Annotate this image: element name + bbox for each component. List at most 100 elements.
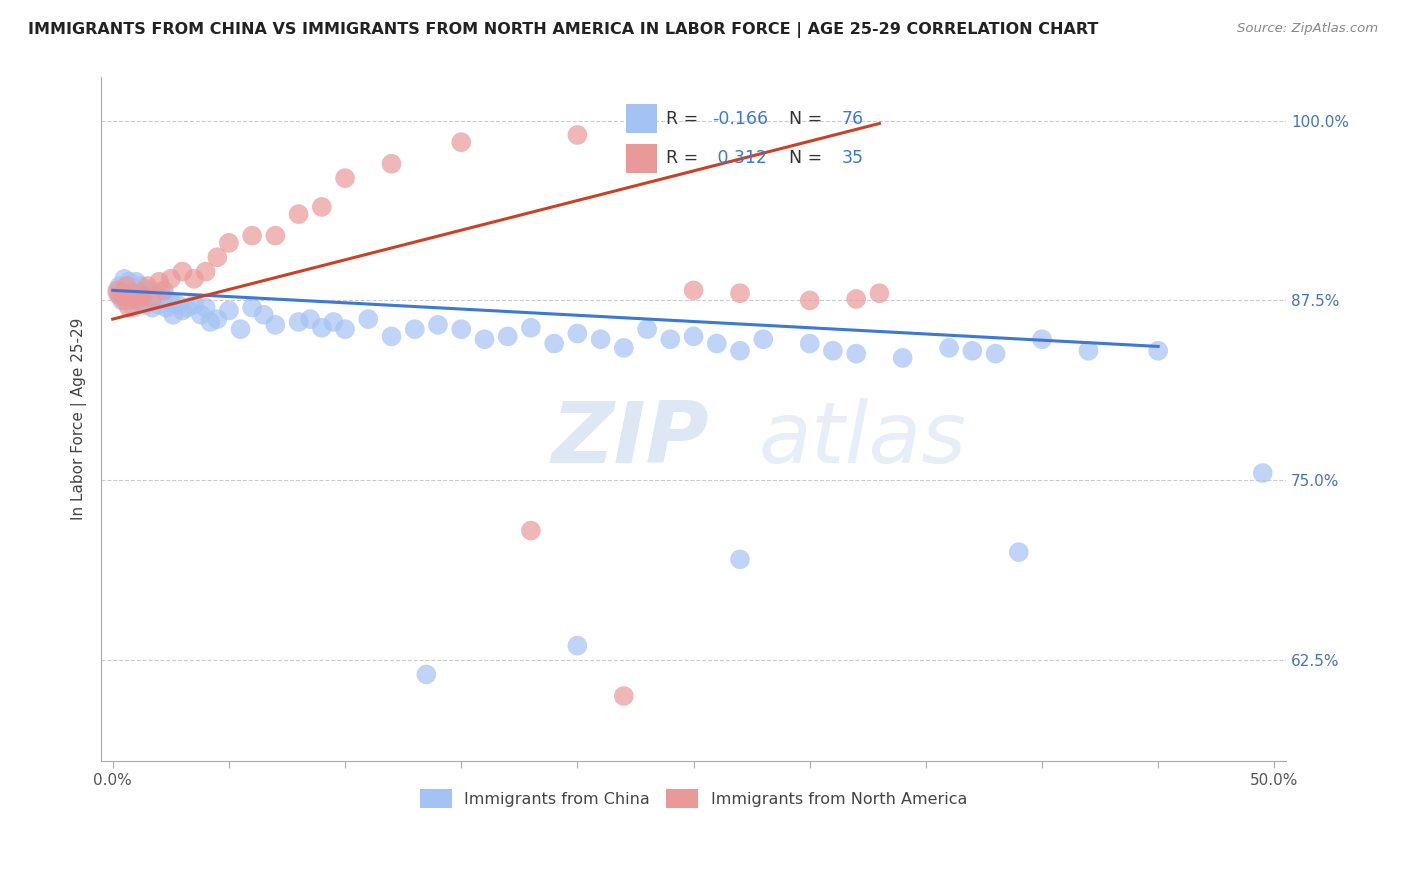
Point: [115, 279, 138, 293]
Point: [129, 279, 152, 293]
Point: [218, 303, 240, 318]
Point: [264, 318, 287, 332]
Point: [136, 283, 159, 297]
Point: [984, 346, 1007, 360]
Point: [141, 301, 163, 315]
Point: [311, 200, 333, 214]
Point: [1251, 466, 1274, 480]
Point: [183, 298, 205, 312]
Point: [155, 301, 177, 315]
Point: [134, 298, 156, 312]
Point: [105, 286, 128, 301]
Point: [240, 301, 263, 315]
Point: [194, 301, 217, 315]
Point: [380, 329, 402, 343]
Point: [172, 303, 194, 318]
Point: [120, 292, 142, 306]
Point: [450, 322, 472, 336]
Point: [127, 293, 149, 308]
Point: [496, 329, 519, 343]
Point: [938, 341, 960, 355]
Point: [682, 283, 704, 297]
Point: [299, 312, 322, 326]
Point: [111, 286, 134, 301]
Point: [108, 289, 131, 303]
Legend: Immigrants from China, Immigrants from North America: Immigrants from China, Immigrants from N…: [413, 783, 974, 814]
Point: [682, 329, 704, 343]
Point: [567, 326, 589, 341]
Point: [125, 289, 148, 303]
Point: [240, 228, 263, 243]
Point: [728, 343, 751, 358]
Point: [112, 293, 135, 308]
Point: [589, 332, 612, 346]
Point: [183, 272, 205, 286]
Point: [207, 312, 229, 326]
Point: [311, 320, 333, 334]
Point: [146, 293, 169, 308]
Point: [111, 293, 134, 308]
Point: [253, 308, 276, 322]
Point: [659, 332, 682, 346]
Point: [474, 332, 496, 346]
Point: [287, 315, 309, 329]
Point: [148, 275, 170, 289]
Point: [380, 157, 402, 171]
Point: [207, 250, 229, 264]
Point: [404, 322, 426, 336]
Point: [799, 336, 821, 351]
Text: ZIP: ZIP: [551, 398, 709, 481]
Point: [891, 351, 914, 365]
Point: [122, 301, 145, 315]
Point: [845, 346, 868, 360]
Point: [159, 294, 181, 309]
Point: [112, 272, 135, 286]
Point: [118, 301, 141, 315]
Point: [357, 312, 380, 326]
Point: [105, 283, 128, 297]
Point: [415, 667, 437, 681]
Point: [112, 289, 135, 303]
Point: [799, 293, 821, 308]
Point: [159, 272, 181, 286]
Point: [115, 283, 138, 297]
Point: [120, 286, 142, 301]
Point: [153, 283, 176, 297]
Point: [129, 286, 152, 301]
Text: atlas: atlas: [759, 398, 967, 481]
Point: [962, 343, 984, 358]
Point: [333, 322, 356, 336]
Point: [150, 286, 173, 301]
Point: [166, 298, 188, 312]
Point: [218, 235, 240, 250]
Point: [567, 128, 589, 142]
Point: [427, 318, 450, 332]
Point: [200, 315, 222, 329]
Point: [543, 336, 565, 351]
Point: [129, 286, 152, 301]
Point: [520, 524, 543, 538]
Point: [821, 343, 844, 358]
Point: [125, 283, 148, 297]
Point: [108, 279, 131, 293]
Text: IMMIGRANTS FROM CHINA VS IMMIGRANTS FROM NORTH AMERICA IN LABOR FORCE | AGE 25-2: IMMIGRANTS FROM CHINA VS IMMIGRANTS FROM…: [28, 22, 1098, 38]
Point: [1147, 343, 1170, 358]
Point: [127, 292, 149, 306]
Point: [132, 289, 155, 303]
Point: [613, 689, 636, 703]
Point: [752, 332, 775, 346]
Point: [1008, 545, 1031, 559]
Point: [148, 298, 170, 312]
Point: [322, 315, 344, 329]
Point: [143, 289, 166, 303]
Point: [172, 265, 194, 279]
Point: [728, 552, 751, 566]
Point: [176, 301, 198, 315]
Point: [162, 308, 184, 322]
Point: [132, 289, 155, 303]
Point: [706, 336, 728, 351]
Text: Source: ZipAtlas.com: Source: ZipAtlas.com: [1237, 22, 1378, 36]
Point: [118, 275, 141, 289]
Point: [1031, 332, 1053, 346]
Point: [333, 171, 356, 186]
